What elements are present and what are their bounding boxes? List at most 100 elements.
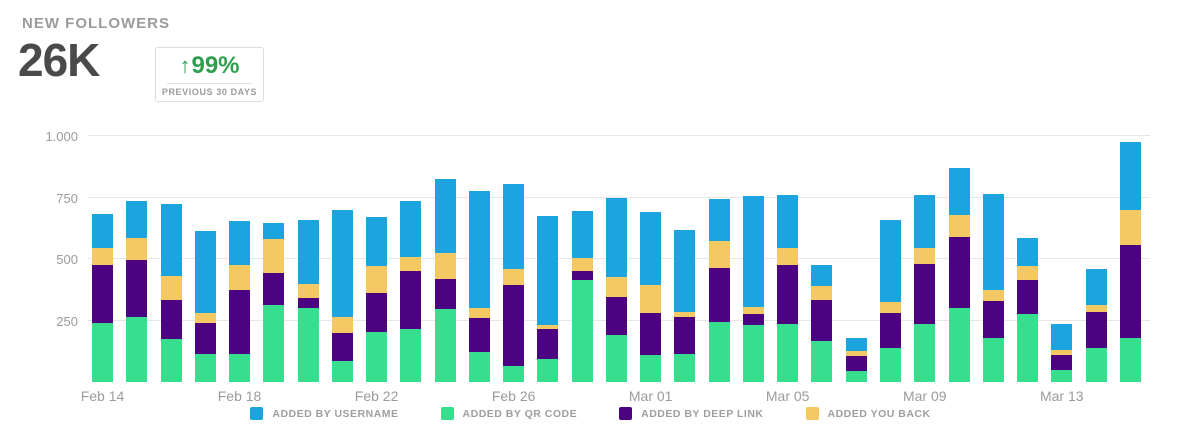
bar-day-15[interactable]	[571, 211, 593, 382]
segment-added-by-qr-code	[914, 324, 936, 382]
segment-added-by-username	[1051, 324, 1073, 351]
segment-added-by-username	[263, 223, 285, 240]
segment-added-by-deep-link	[845, 356, 867, 371]
bar-day-25[interactable]	[914, 195, 936, 382]
segment-added-by-username	[605, 197, 627, 278]
segment-added-you-back	[640, 284, 662, 314]
segment-added-by-username	[92, 213, 113, 248]
bar-day-23[interactable]	[845, 337, 867, 382]
bar-day-11[interactable]	[434, 179, 456, 382]
gridline-1.000	[88, 135, 1150, 136]
segment-added-you-back	[400, 256, 422, 272]
segment-added-by-deep-link	[879, 313, 901, 348]
bar-day-24[interactable]	[879, 219, 901, 382]
segment-added-you-back	[571, 257, 593, 272]
segment-added-you-back	[434, 252, 456, 279]
legend-item-added-by-deep-link[interactable]: ADDED BY DEEP LINK	[619, 407, 763, 420]
bar-day-19[interactable]	[708, 198, 730, 382]
segment-added-by-qr-code	[537, 358, 559, 382]
segment-added-by-deep-link	[537, 329, 559, 359]
segment-added-by-qr-code	[297, 308, 319, 382]
segment-added-by-deep-link	[605, 297, 627, 336]
bar-day-21[interactable]	[777, 195, 799, 382]
segment-added-you-back	[503, 268, 525, 285]
bar-day-28[interactable]	[1017, 238, 1039, 382]
segment-added-by-username	[1085, 268, 1107, 305]
bar-day-20[interactable]	[742, 196, 764, 382]
segment-added-by-qr-code	[845, 370, 867, 382]
segment-added-by-qr-code	[742, 325, 764, 382]
segment-added-by-deep-link	[503, 284, 525, 367]
bar-day-29[interactable]	[1051, 324, 1073, 382]
segment-added-you-back	[537, 325, 559, 330]
bar-day-1[interactable]	[92, 213, 113, 382]
segment-added-by-deep-link	[914, 263, 936, 325]
segment-added-you-back	[126, 238, 148, 261]
bar-day-18[interactable]	[674, 229, 696, 382]
bar-day-26[interactable]	[948, 168, 970, 382]
x-tick-label: Feb 18	[217, 388, 262, 404]
bar-day-3[interactable]	[160, 203, 182, 382]
segment-added-you-back	[1119, 209, 1141, 246]
bar-day-27[interactable]	[982, 193, 1004, 382]
bar-day-16[interactable]	[605, 197, 627, 382]
segment-added-by-deep-link	[297, 298, 319, 309]
bar-day-31[interactable]	[1119, 142, 1141, 382]
gridline-750	[88, 196, 1150, 198]
segment-added-you-back	[1051, 350, 1073, 355]
segment-added-you-back	[297, 283, 319, 299]
bar-day-13[interactable]	[503, 184, 525, 382]
segment-added-by-username	[674, 229, 696, 312]
bar-day-2[interactable]	[126, 201, 148, 382]
segment-added-by-username	[503, 184, 525, 269]
segment-added-by-qr-code	[92, 322, 113, 382]
segment-added-by-deep-link	[468, 318, 490, 353]
bar-day-9[interactable]	[366, 217, 388, 382]
segment-added-by-qr-code	[777, 324, 799, 382]
segment-added-by-qr-code	[571, 279, 593, 382]
y-tick-label: 250	[56, 313, 78, 329]
segment-added-by-username	[982, 193, 1004, 290]
segment-added-by-username	[571, 211, 593, 258]
segment-added-by-qr-code	[331, 361, 353, 382]
segment-added-by-username	[366, 217, 388, 267]
bar-day-30[interactable]	[1085, 268, 1107, 382]
legend-label: ADDED BY DEEP LINK	[641, 407, 764, 420]
bar-day-10[interactable]	[400, 201, 422, 382]
bar-day-7[interactable]	[297, 219, 319, 382]
segment-added-you-back	[160, 276, 182, 300]
segment-added-you-back	[605, 277, 627, 298]
bar-day-8[interactable]	[331, 209, 353, 382]
segment-added-by-qr-code	[1085, 347, 1107, 382]
segment-added-you-back	[708, 240, 730, 268]
segment-added-by-username	[742, 196, 764, 307]
y-tick-label: 500	[56, 252, 78, 267]
bar-day-17[interactable]	[640, 212, 662, 382]
bar-day-12[interactable]	[468, 191, 490, 382]
legend-item-added-you-back[interactable]: ADDED YOU BACK	[805, 407, 931, 420]
segment-added-by-deep-link	[229, 289, 251, 354]
segment-added-by-username	[777, 195, 799, 248]
segment-added-you-back	[331, 316, 353, 333]
bar-day-14[interactable]	[537, 215, 559, 382]
legend-item-added-by-qr-code[interactable]: ADDED BY QR CODE	[440, 407, 578, 420]
segment-added-by-deep-link	[948, 236, 970, 309]
segment-added-by-username	[331, 209, 353, 317]
bar-day-5[interactable]	[229, 220, 251, 382]
segment-added-you-back	[742, 306, 764, 315]
legend-item-added-by-username[interactable]: ADDED BY USERNAME	[250, 407, 398, 420]
legend-swatch-icon	[440, 407, 454, 420]
segment-added-by-username	[1119, 142, 1141, 210]
bar-day-4[interactable]	[194, 230, 216, 382]
y-tick-label: 1.000	[45, 129, 78, 144]
segment-added-by-deep-link	[674, 316, 696, 354]
segment-added-you-back	[1085, 304, 1107, 312]
bar-day-6[interactable]	[263, 223, 285, 382]
segment-added-you-back	[1017, 266, 1039, 280]
segment-added-by-deep-link	[1085, 311, 1107, 348]
segment-added-you-back	[948, 214, 970, 237]
bar-day-22[interactable]	[811, 265, 833, 382]
segment-added-by-qr-code	[400, 329, 422, 382]
segment-added-you-back	[263, 239, 285, 273]
segment-added-by-qr-code	[229, 353, 251, 382]
